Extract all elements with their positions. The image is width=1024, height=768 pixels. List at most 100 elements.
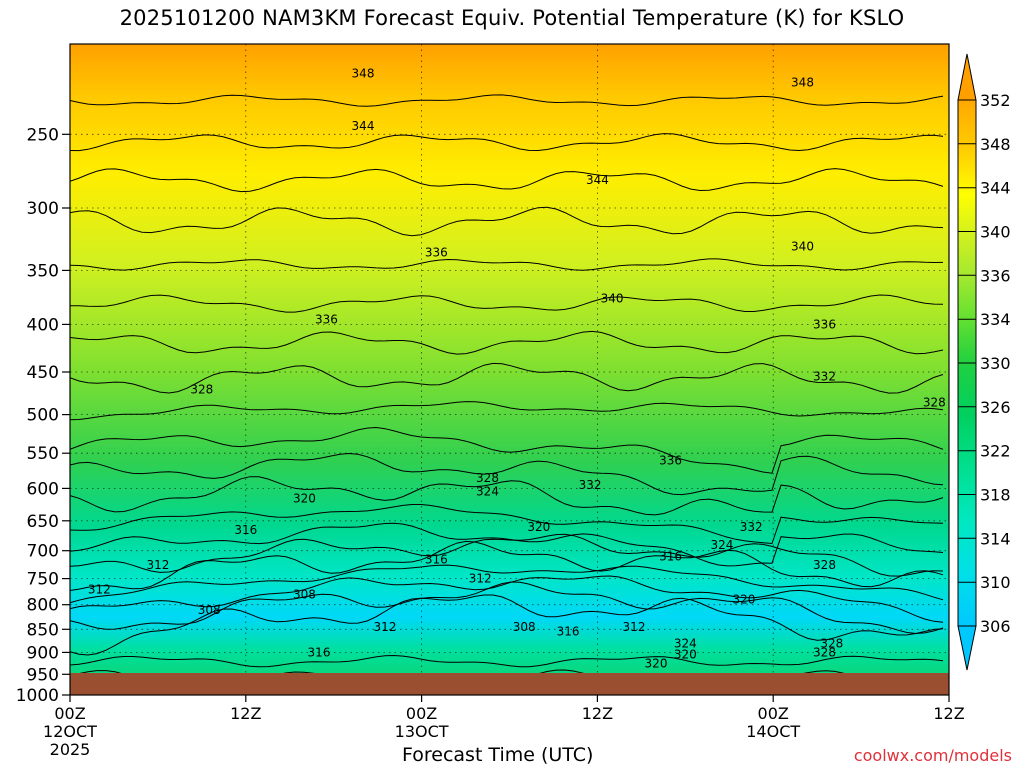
colorbar-label: 336	[980, 266, 1011, 285]
y-tick-label: 950	[27, 665, 59, 685]
contour-label: 316	[308, 645, 331, 659]
y-tick-label: 750	[27, 570, 59, 590]
colorbar-label: 314	[980, 529, 1011, 548]
y-tick-label: 900	[27, 643, 59, 663]
contour-label: 328	[820, 636, 843, 650]
y-tick-label: 1000	[16, 686, 59, 706]
contour-line	[70, 294, 944, 313]
colorbar-label: 310	[980, 573, 1011, 592]
x-tick-date-label: 14OCT	[746, 722, 800, 741]
contour-line	[70, 452, 944, 496]
contour-labels: 348 348 344 344 340 340 336 336 336 336 332 332 332 3…	[88, 66, 946, 695]
y-tick-label: 400	[27, 315, 59, 335]
contour-line	[70, 94, 944, 107]
contour-label: 312	[146, 558, 169, 572]
contour-label: 336	[315, 312, 338, 326]
equiv-potential-temperature-field	[70, 44, 949, 695]
contour-line	[70, 540, 944, 591]
contour-line	[70, 206, 944, 237]
y-tick-label: 500	[27, 406, 59, 426]
colorbar-label: 344	[980, 179, 1011, 198]
x-tick-label: 00Z	[758, 704, 789, 723]
y-tick-label: 600	[27, 479, 59, 499]
contour-label: 332	[740, 520, 763, 534]
contour-line	[70, 362, 944, 394]
contour-label: 328	[476, 471, 499, 485]
contour-label: 328	[813, 558, 836, 572]
contour-label: 316	[234, 523, 257, 537]
x-axis-label: Forecast Time (UTC)	[402, 744, 594, 766]
contour-label: 320	[732, 593, 755, 607]
contour-label: 340	[601, 291, 624, 305]
colorbar-label: 326	[980, 398, 1011, 417]
x-tick-date-label: 12OCT	[43, 722, 97, 741]
contour-label: 336	[659, 454, 682, 468]
chart-title: 2025101200 NAM3KM Forecast Equiv. Potent…	[119, 6, 905, 30]
x-tick-label: 12Z	[582, 704, 613, 723]
source-credit: coolwx.com/models	[853, 746, 1012, 765]
contour-label: 312	[88, 582, 111, 596]
contour-label: 336	[813, 317, 836, 331]
contour-label: 320	[674, 648, 697, 662]
contour-line	[70, 476, 944, 516]
x-tick-year-label: 2025	[50, 740, 91, 759]
contour-line	[70, 133, 944, 152]
contour-line	[70, 594, 944, 656]
contour-label: 316	[425, 552, 448, 566]
colorbar: 352 348 344 340 336 334 330 326 322 318 314 310 306	[957, 53, 1011, 671]
contour-label: 344	[352, 119, 375, 133]
contour-label: 324	[476, 485, 499, 499]
contour-label: 348	[791, 76, 814, 90]
contour-label: 308	[293, 588, 316, 602]
contour-line	[70, 504, 944, 545]
colorbar-bottom-arrow	[957, 625, 977, 671]
contour-label: 320	[527, 520, 550, 534]
contour-label: 308	[198, 603, 221, 617]
colorbar-label: 318	[980, 486, 1011, 505]
contour-label: 344	[586, 173, 609, 187]
contour-label: 324	[674, 636, 697, 650]
colorbar-label: 334	[980, 310, 1011, 329]
x-tick-date-label: 13OCT	[395, 722, 449, 741]
contour-line	[70, 581, 944, 635]
y-tick-label: 450	[27, 363, 59, 383]
contour-label: 328	[813, 645, 836, 659]
contour-label: 308	[513, 620, 536, 634]
contour-label: 316	[659, 550, 682, 564]
colorbar-label: 330	[980, 354, 1011, 373]
x-tick-label: 00Z	[406, 704, 437, 723]
y-tick-label: 650	[27, 512, 59, 532]
y-tick-label: 800	[27, 596, 59, 616]
contour-label: 316	[557, 625, 580, 639]
colorbar-label: 348	[980, 135, 1011, 154]
contour-label: 348	[352, 66, 375, 80]
colorbar-label: 352	[980, 91, 1011, 110]
contour-label: 328	[190, 383, 213, 397]
contour-label: 320	[293, 491, 316, 505]
contour-line	[70, 426, 944, 474]
contour-label: 312	[623, 620, 646, 634]
contour-label: 340	[791, 240, 814, 254]
contour-line	[70, 258, 944, 271]
y-tick-label: 250	[27, 125, 59, 145]
plot-area: 348 348 344 344 340 340 336 336 336 336 332 332 332 3…	[70, 44, 949, 695]
contour-line	[70, 575, 944, 623]
y-axis: 250 300 350 400 450 500 550 600 650 700 750 800 850 9…	[16, 125, 70, 706]
contour-line	[70, 522, 944, 567]
plot-frame	[69, 43, 950, 696]
contour-lines	[70, 94, 944, 688]
contour-line	[70, 564, 944, 604]
x-tick-label: 12Z	[933, 704, 964, 723]
y-tick-label: 350	[27, 261, 59, 281]
contour-label: 320	[645, 657, 668, 671]
colorbar-top-arrow	[957, 53, 977, 101]
x-tick-label: 00Z	[54, 704, 85, 723]
y-tick-label: 850	[27, 620, 59, 640]
colorbar-label: 340	[980, 223, 1011, 242]
contour-label: 332	[579, 478, 602, 492]
contour-line	[70, 654, 944, 668]
contour-label: 312	[374, 620, 397, 634]
contour-line	[70, 401, 944, 421]
contour-label: 336	[425, 246, 448, 260]
contour-label: 312	[469, 572, 492, 586]
